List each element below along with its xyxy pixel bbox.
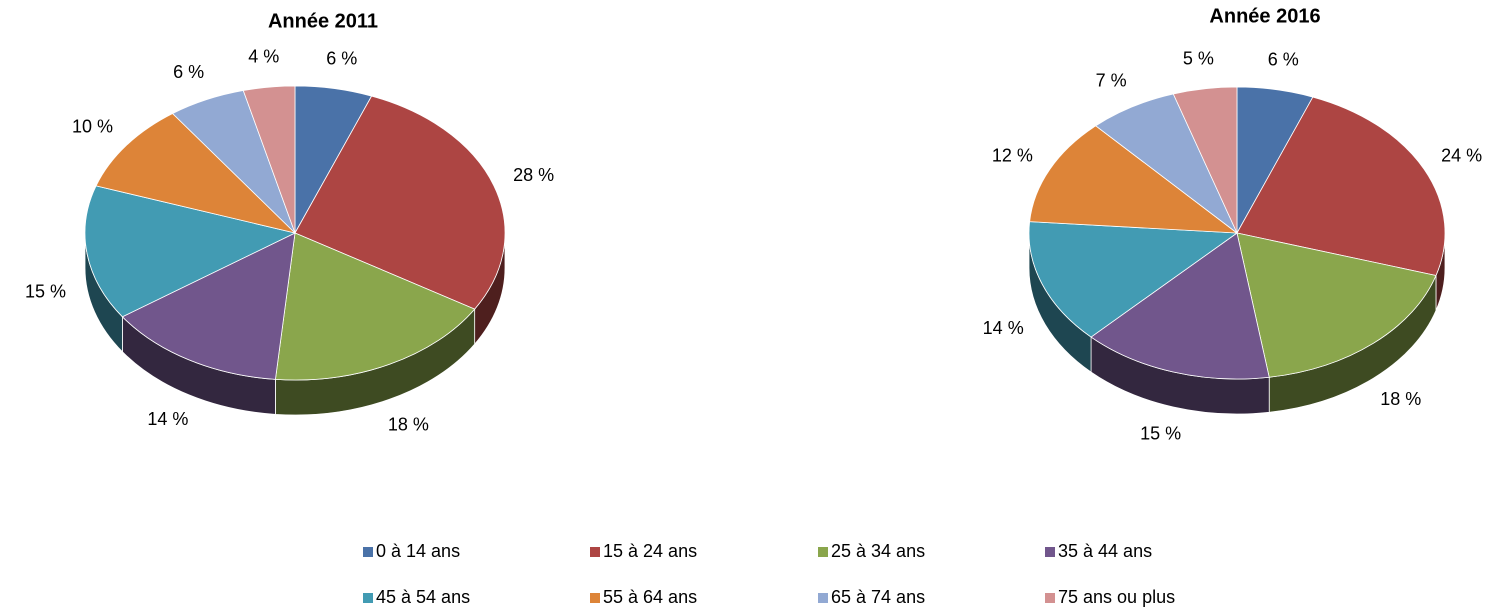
legend-label: 65 à 74 ans [831, 587, 925, 607]
legend-label: 25 à 34 ans [831, 541, 925, 561]
data-label: 14 % [983, 318, 1024, 338]
data-label: 5 % [1183, 49, 1214, 69]
slice [1236, 96, 1446, 276]
legend-label: 0 à 14 ans [376, 541, 460, 561]
legend-label: 75 ans ou plus [1058, 587, 1175, 607]
slice [274, 232, 476, 381]
slice [1236, 232, 1437, 378]
slice [242, 85, 296, 234]
data-label: 15 % [25, 281, 66, 301]
data-label: 15 % [1140, 424, 1181, 444]
legend-swatch [590, 593, 600, 603]
legend-label: 55 à 64 ans [603, 587, 697, 607]
data-label: 12 % [992, 145, 1033, 165]
slice [294, 95, 506, 310]
slice [1028, 221, 1239, 338]
legend-swatch [363, 593, 373, 603]
slice [121, 232, 296, 380]
data-label: 6 % [173, 62, 204, 82]
data-label: 28 % [513, 165, 554, 185]
data-label: 6 % [1268, 50, 1299, 70]
legend-swatch [363, 547, 373, 557]
legend-swatch [1045, 547, 1055, 557]
chart-title: Année 2011 [268, 10, 378, 32]
legend-swatch [1045, 593, 1055, 603]
chart-title: Année 2016 [1209, 5, 1320, 27]
data-label: 18 % [388, 414, 429, 434]
legend-label: 15 à 24 ans [603, 541, 697, 561]
legend-swatch [590, 547, 600, 557]
data-label: 10 % [72, 117, 113, 137]
slice [84, 185, 297, 318]
slice [1029, 125, 1239, 234]
legend-label: 35 à 44 ans [1058, 541, 1152, 561]
slice [95, 113, 297, 234]
data-label: 14 % [147, 409, 188, 429]
slice [1090, 232, 1270, 380]
data-label: 4 % [248, 47, 279, 67]
data-label: 18 % [1380, 389, 1421, 409]
legend-label: 45 à 54 ans [376, 587, 470, 607]
slice [1172, 86, 1238, 234]
data-label: 7 % [1096, 70, 1127, 90]
legend-swatch [818, 547, 828, 557]
legend-swatch [818, 593, 828, 603]
data-label: 6 % [326, 48, 357, 68]
data-label: 24 % [1441, 145, 1482, 165]
